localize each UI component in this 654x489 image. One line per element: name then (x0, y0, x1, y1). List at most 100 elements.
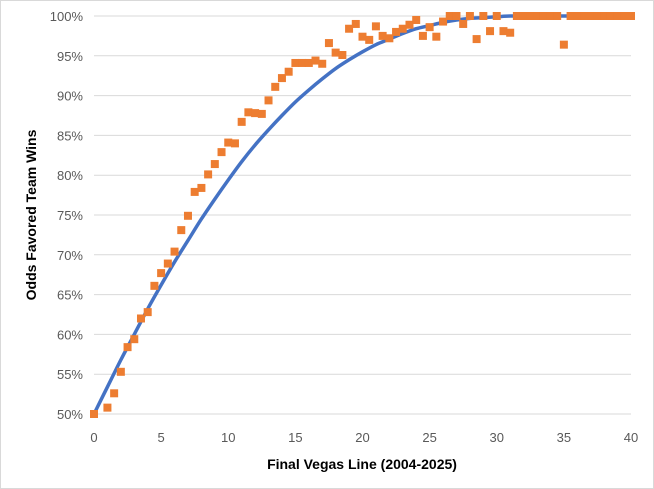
data-point (177, 226, 186, 235)
data-point (392, 27, 401, 36)
x-tick-label: 25 (422, 430, 436, 445)
data-point (170, 247, 179, 256)
y-tick-label: 75% (57, 208, 83, 223)
data-point (559, 40, 568, 49)
data-point (237, 117, 246, 126)
data-point (445, 12, 454, 20)
data-point (204, 170, 213, 179)
data-point (143, 308, 152, 317)
data-point (465, 12, 474, 20)
data-point (459, 19, 468, 28)
data-point (318, 59, 327, 68)
data-point (432, 32, 441, 41)
data-point (519, 12, 528, 20)
data-point (499, 27, 508, 36)
data-point (606, 12, 615, 20)
data-point (479, 12, 488, 20)
data-point (130, 335, 139, 344)
data-point (251, 109, 260, 118)
data-point (230, 139, 239, 148)
data-point (210, 160, 219, 169)
data-point (291, 58, 300, 67)
y-tick-label: 100% (50, 9, 84, 24)
data-point (150, 281, 159, 290)
data-point (217, 148, 226, 157)
data-points (90, 12, 635, 418)
data-point (298, 58, 307, 67)
x-tick-label: 10 (221, 430, 235, 445)
y-tick-label: 95% (57, 49, 83, 64)
data-point (512, 12, 521, 20)
x-tick-label: 15 (288, 430, 302, 445)
y-tick-label: 65% (57, 288, 83, 303)
data-point (486, 27, 495, 36)
data-point (358, 32, 367, 41)
data-point (311, 56, 320, 65)
data-point (331, 48, 340, 57)
data-point (271, 82, 280, 91)
data-point (418, 31, 427, 40)
data-point (257, 109, 266, 118)
data-point (385, 34, 394, 43)
x-tick-label: 5 (158, 430, 165, 445)
data-point (580, 12, 589, 20)
data-point (600, 12, 609, 20)
data-point (439, 17, 448, 26)
data-point (398, 24, 407, 33)
data-point (183, 211, 192, 220)
data-point (365, 35, 374, 44)
data-point (190, 187, 199, 196)
data-point (136, 314, 145, 323)
data-point (163, 259, 172, 268)
data-point (620, 12, 629, 20)
data-point (539, 12, 548, 20)
y-tick-label: 55% (57, 367, 83, 382)
data-point (224, 138, 233, 147)
data-point (452, 12, 461, 20)
gridlines (94, 15, 631, 415)
data-point (472, 35, 481, 44)
data-point (566, 12, 575, 20)
data-point (157, 269, 166, 278)
data-point (405, 20, 414, 29)
data-point (345, 24, 354, 33)
x-tick-label: 40 (624, 430, 638, 445)
y-tick-label: 80% (57, 168, 83, 183)
data-point (492, 12, 501, 20)
data-point (546, 12, 555, 20)
x-tick-label: 35 (557, 430, 571, 445)
data-point (324, 39, 333, 48)
data-point (613, 12, 622, 20)
x-axis-title: Final Vegas Line (2004-2025) (267, 456, 457, 472)
data-point (378, 31, 387, 40)
data-point (553, 12, 562, 20)
y-tick-label: 50% (57, 407, 83, 422)
x-tick-label: 30 (490, 430, 504, 445)
y-tick-label: 90% (57, 89, 83, 104)
data-point (197, 183, 206, 192)
data-point (244, 108, 253, 117)
data-point (506, 28, 515, 37)
data-point (593, 12, 602, 20)
y-axis-title: Odds Favored Team Wins (23, 129, 39, 300)
data-point (412, 15, 421, 24)
y-tick-label: 85% (57, 128, 83, 143)
data-point (627, 12, 635, 20)
data-point (103, 403, 112, 412)
data-point (351, 19, 360, 28)
data-point (284, 67, 293, 76)
data-point (338, 51, 347, 60)
data-point (90, 410, 98, 418)
y-tick-label: 60% (57, 327, 83, 342)
y-axis-ticks: 50% 55% 60% 65% 70% 75% 80% 85% 90% 95% 100% (50, 9, 84, 422)
y-tick-label: 70% (57, 248, 83, 263)
data-point (371, 22, 380, 31)
data-point (277, 74, 286, 83)
x-tick-label: 0 (90, 430, 97, 445)
data-point (304, 58, 313, 67)
data-point (425, 23, 434, 32)
x-axis-ticks: 0 5 10 15 20 25 30 35 40 (90, 430, 638, 445)
x-tick-label: 20 (355, 430, 369, 445)
data-point (110, 389, 119, 398)
